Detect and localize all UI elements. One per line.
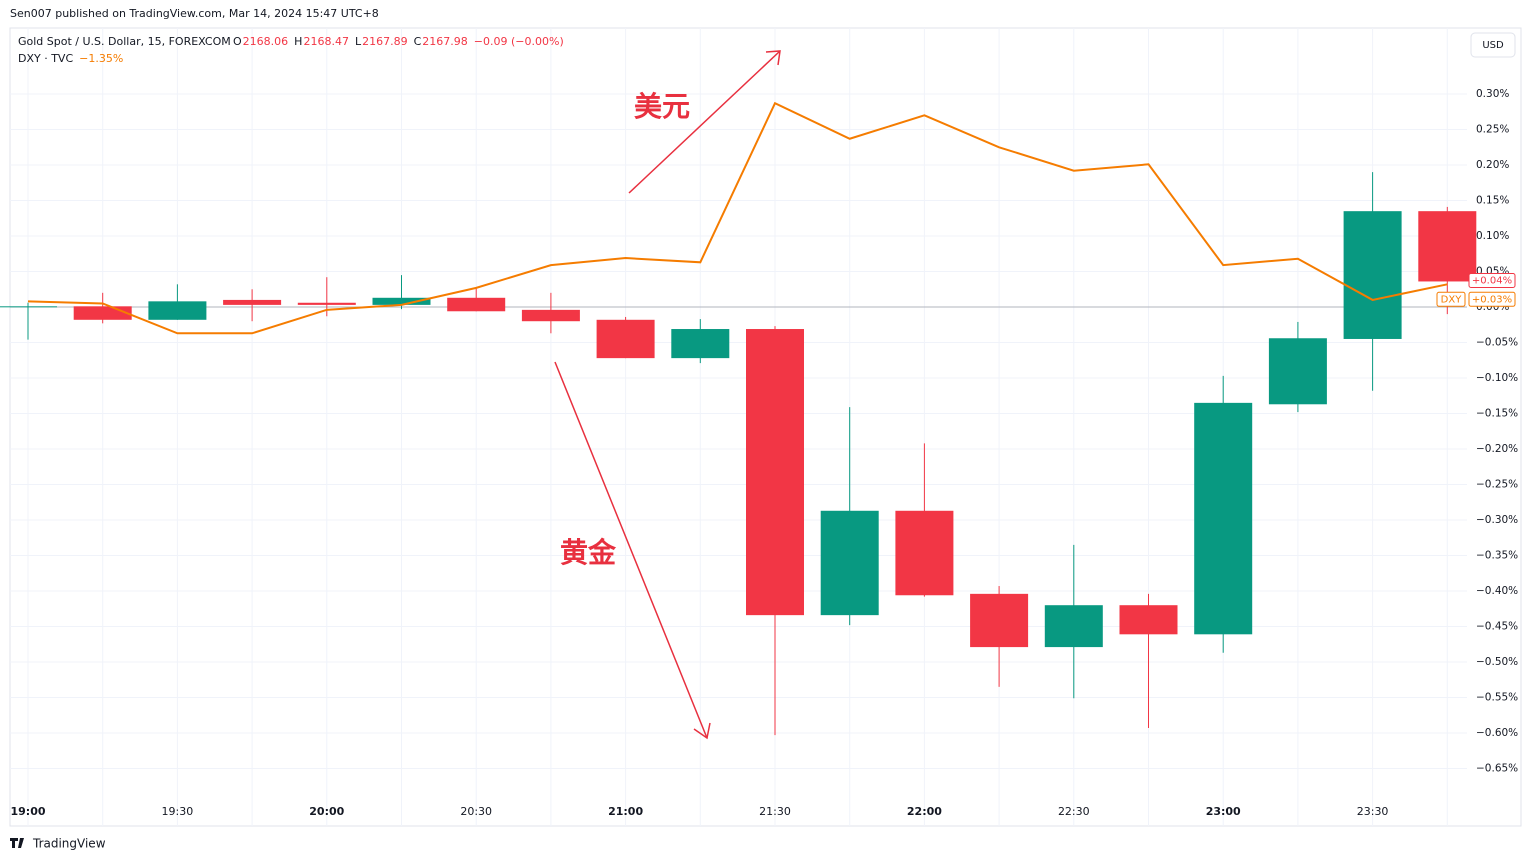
ohlc-value: 2168.06 bbox=[243, 35, 289, 48]
candle-body bbox=[223, 299, 282, 305]
y-tick-label: −0.50% bbox=[1476, 656, 1518, 668]
ohlc-value: 2167.98 bbox=[422, 35, 468, 48]
candle-body bbox=[297, 302, 356, 305]
candle-body bbox=[1194, 402, 1253, 635]
y-tick-label: 0.25% bbox=[1476, 124, 1509, 136]
dxy-line bbox=[27, 101, 1448, 335]
ohlc-change: −0.09 (−0.00%) bbox=[474, 35, 564, 48]
y-tick-label: 0.20% bbox=[1476, 159, 1509, 171]
candle-body bbox=[1418, 211, 1477, 282]
last-label: +0.04% bbox=[1472, 275, 1512, 286]
candle-body bbox=[521, 309, 580, 322]
currency[interactable]: USD bbox=[1482, 40, 1504, 51]
y-tick-label: −0.35% bbox=[1476, 550, 1518, 562]
candle-body bbox=[970, 593, 1029, 648]
annotation: 美元 bbox=[634, 90, 690, 123]
ohlc-value: 2167.89 bbox=[362, 35, 408, 48]
arrow-down bbox=[554, 361, 708, 739]
currency-button[interactable] bbox=[1470, 32, 1516, 58]
candle-body bbox=[1268, 338, 1327, 405]
candle-body bbox=[1343, 211, 1402, 339]
x-tick-label: 20:30 bbox=[460, 805, 492, 818]
candle-body bbox=[746, 329, 804, 616]
ohlc-key: L bbox=[355, 35, 362, 48]
tag: DXY bbox=[1441, 294, 1463, 305]
annotation: 黄金 bbox=[560, 536, 617, 569]
arrow-up bbox=[628, 50, 781, 194]
candle-body bbox=[1044, 605, 1103, 648]
legend-dxy-change: −1.35% bbox=[79, 52, 123, 65]
x-tick-label: 22:00 bbox=[907, 805, 942, 818]
legend-gold: Gold Spot / U.S. Dollar, 15, FOREXCOM bbox=[18, 35, 231, 48]
y-tick-label: −0.45% bbox=[1476, 621, 1518, 633]
y-tick-label: −0.65% bbox=[1476, 762, 1518, 774]
ohlc-legend: O 2168.06 H 2168.47 L 2167.89 C 2167.98 −0.09 (−… bbox=[233, 35, 564, 48]
x-tick-label: 21:00 bbox=[608, 805, 643, 818]
y-tick-label: 0.30% bbox=[1476, 88, 1509, 100]
candle-body bbox=[820, 510, 879, 616]
arrow-head bbox=[693, 722, 711, 740]
last-label-box bbox=[1468, 291, 1516, 307]
x-tick-label: 22:30 bbox=[1058, 805, 1090, 818]
legend-dxy: DXY · TVC bbox=[18, 52, 73, 65]
ohlc-key: H bbox=[294, 35, 302, 48]
x-tick-label: 19:00 bbox=[10, 805, 45, 818]
ohlc-key: O bbox=[233, 35, 242, 48]
candle-body bbox=[0, 306, 57, 308]
ohlc-key: C bbox=[414, 35, 422, 48]
last-label: +0.03% bbox=[1472, 294, 1512, 305]
candle-body bbox=[148, 301, 207, 320]
y-tick-label: −0.60% bbox=[1476, 727, 1518, 739]
tag-box bbox=[1436, 291, 1466, 307]
y-tick-label: −0.55% bbox=[1476, 691, 1518, 703]
y-tick-label: −0.05% bbox=[1476, 337, 1518, 349]
x-tick-label: 20:00 bbox=[309, 805, 344, 818]
x-tick-label: 21:30 bbox=[759, 805, 791, 818]
candle-body bbox=[671, 329, 730, 359]
x-tick-label: 23:00 bbox=[1206, 805, 1241, 818]
x-tick-label: 23:30 bbox=[1357, 805, 1389, 818]
candle-body bbox=[895, 510, 954, 596]
candle-body bbox=[372, 297, 431, 305]
brand: TradingView bbox=[32, 837, 106, 851]
y-tick-label: −0.20% bbox=[1476, 443, 1518, 455]
logo bbox=[10, 838, 24, 848]
y-tick-label: −0.30% bbox=[1476, 514, 1518, 526]
candle-body bbox=[73, 306, 132, 320]
y-tick-label: −0.25% bbox=[1476, 479, 1518, 491]
y-tick-label: −0.10% bbox=[1476, 372, 1518, 384]
last-label-box bbox=[1468, 272, 1516, 288]
candle-body bbox=[447, 297, 506, 312]
y-tick-label: −0.15% bbox=[1476, 408, 1518, 420]
candle-body bbox=[596, 319, 655, 359]
arrow-head bbox=[765, 50, 781, 66]
marks bbox=[0, 101, 1477, 736]
frame bbox=[9, 27, 1522, 827]
ohlc-value: 2168.47 bbox=[303, 35, 349, 48]
x-tick-label: 19:30 bbox=[162, 805, 194, 818]
candle-body bbox=[1119, 605, 1178, 635]
publisher: Sen007 published on TradingView.com, Mar… bbox=[10, 7, 379, 20]
y-tick-label: 0.15% bbox=[1476, 195, 1509, 207]
y-tick-label: 0.10% bbox=[1476, 230, 1509, 242]
y-tick-label: −0.40% bbox=[1476, 585, 1518, 597]
